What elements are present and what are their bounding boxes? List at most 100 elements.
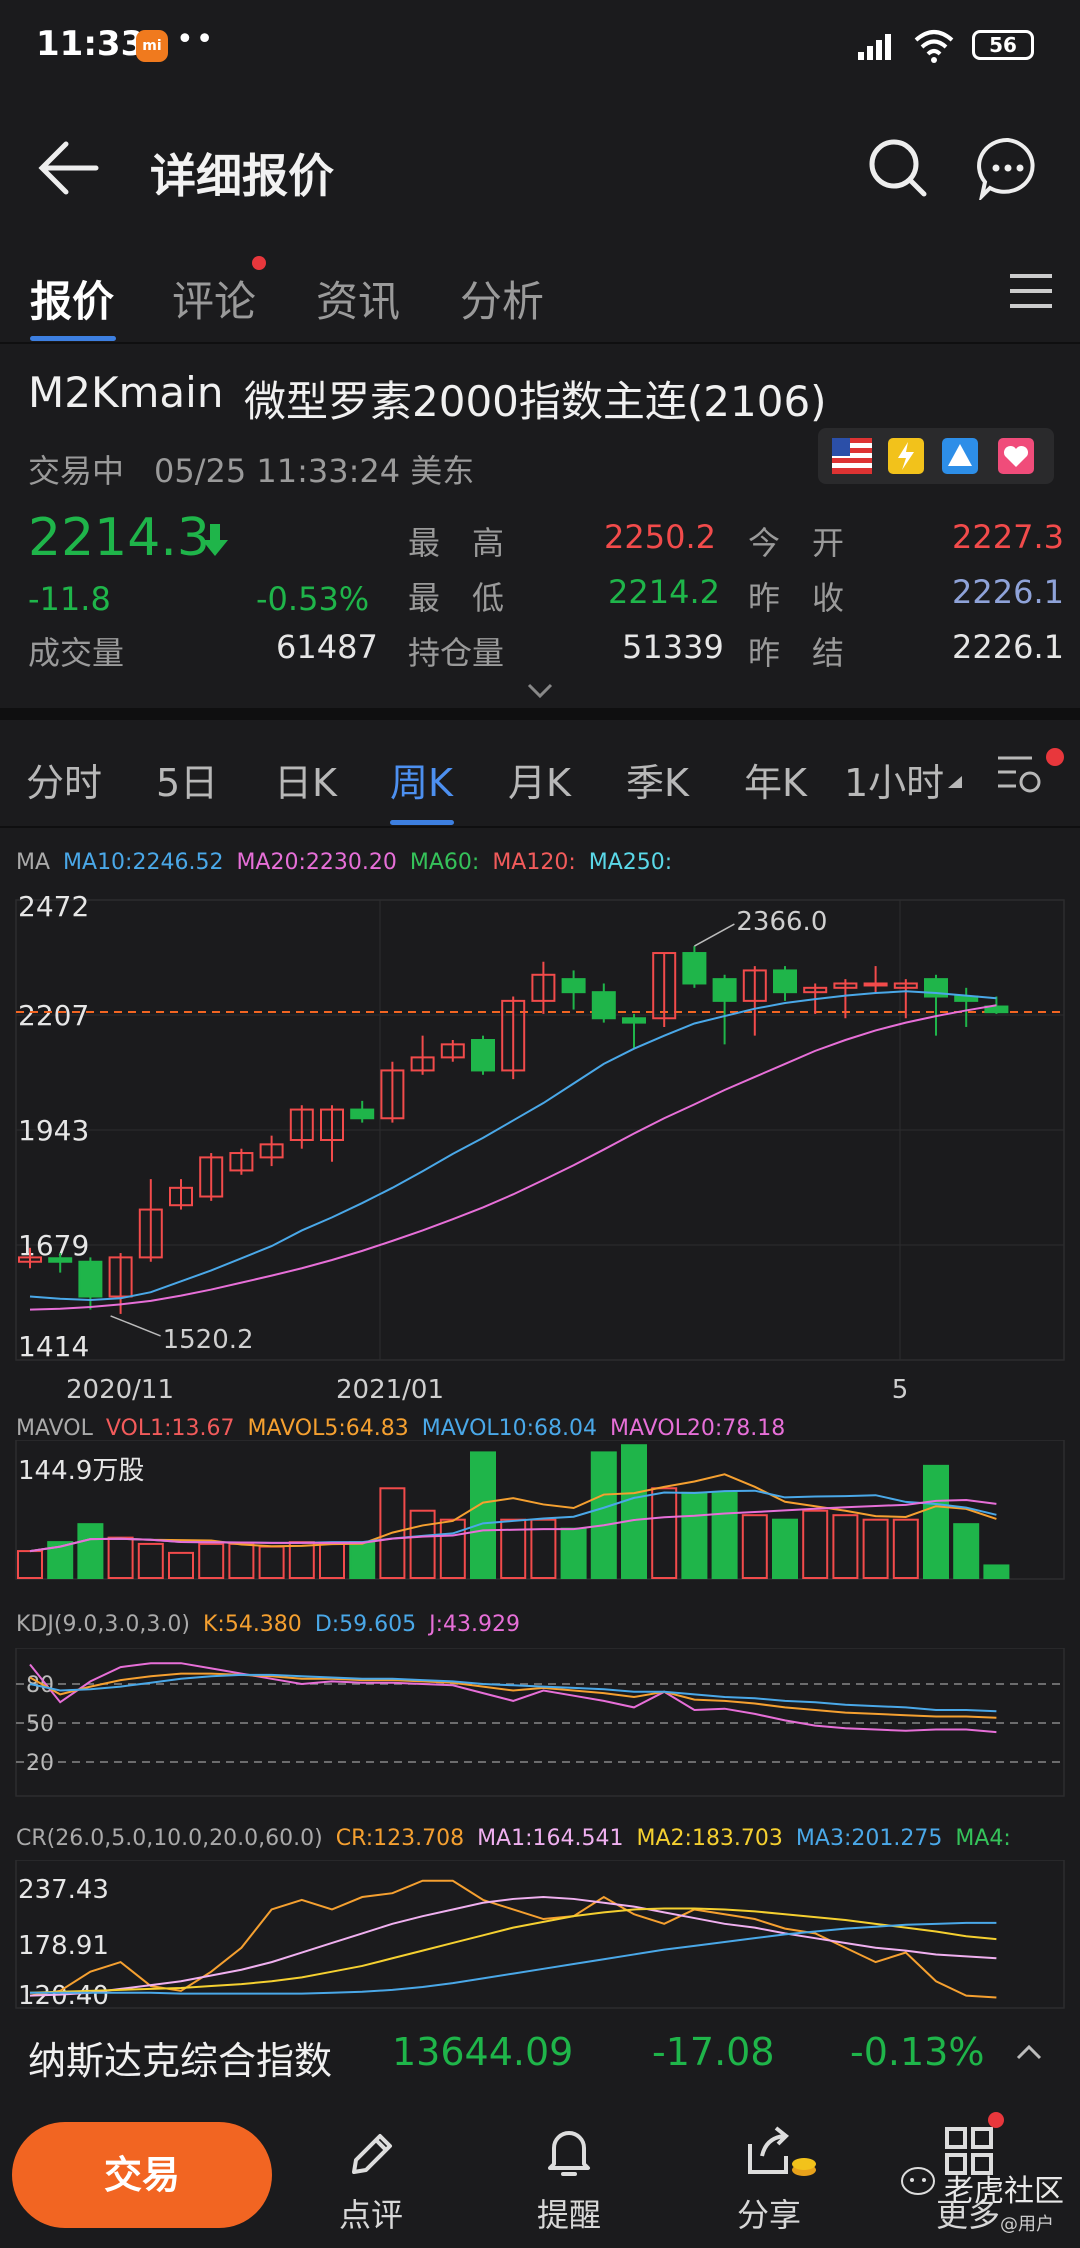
nav-share[interactable]: 分享 xyxy=(736,2196,801,2234)
volume-bar xyxy=(530,1518,557,1579)
notification-dots-icon: •• xyxy=(176,22,216,57)
tf-quarterly[interactable]: 季K xyxy=(626,761,689,805)
volume-bar xyxy=(711,1491,738,1579)
share-icon[interactable] xyxy=(744,2124,818,2184)
kdj-frame xyxy=(15,1648,1065,1797)
x-tick-label: 5 xyxy=(892,1375,909,1405)
favorite-heart-icon[interactable] xyxy=(998,438,1034,474)
chevron-up-icon[interactable] xyxy=(1016,2044,1042,2060)
candle-body xyxy=(138,1208,163,1259)
tab-comments[interactable]: 评论 xyxy=(172,277,257,326)
volume-bar xyxy=(288,1541,315,1579)
tab-analysis[interactable]: 分析 xyxy=(460,277,545,326)
volume-bar xyxy=(17,1550,43,1579)
vol-legend-prefix: MAVOL xyxy=(16,1416,93,1441)
tf-5day[interactable]: 5日 xyxy=(156,761,219,805)
ticker-pct: -0.13% xyxy=(850,2030,985,2074)
kdj-k-line xyxy=(29,1672,997,1719)
candle-body xyxy=(742,969,767,1002)
menu-icon[interactable] xyxy=(1010,272,1052,310)
expand-chevron-icon[interactable] xyxy=(526,682,554,700)
tab-quote[interactable]: 报价 xyxy=(30,277,115,326)
nav-more[interactable]: 更多 xyxy=(935,2196,1000,2234)
volume-bar xyxy=(107,1536,134,1579)
message-icon[interactable] xyxy=(976,136,1040,200)
badge-group xyxy=(818,428,1054,484)
instrument-code: M2Kmain xyxy=(28,368,224,417)
stat-prevsettle-value: 2226.1 xyxy=(952,628,1064,666)
divider xyxy=(0,826,1080,828)
cr-ma2-value: MA2:183.703 xyxy=(636,1826,783,1851)
candle-body xyxy=(652,952,677,1020)
candle-body xyxy=(78,1260,103,1298)
cr-ma4-value: MA4: xyxy=(955,1826,1011,1851)
grid-more-icon[interactable] xyxy=(944,2126,994,2176)
stat-low-value: 2214.2 xyxy=(608,573,720,611)
volume-bar xyxy=(983,1564,1010,1579)
volume-bar xyxy=(590,1451,617,1580)
cr-tick-label: 237.43 xyxy=(18,1875,109,1905)
kdj-j-line xyxy=(29,1662,997,1734)
tf-hourly[interactable]: 1小时 xyxy=(844,761,945,805)
chart-settings-icon[interactable] xyxy=(996,752,1044,796)
volume-bar xyxy=(470,1451,496,1580)
volume-bar xyxy=(439,1518,466,1579)
volume-value: 61487 xyxy=(276,628,378,666)
back-arrow-icon[interactable] xyxy=(36,138,102,198)
pencil-icon[interactable] xyxy=(346,2128,396,2180)
candle-body xyxy=(410,1056,435,1072)
tab-news[interactable]: 资讯 xyxy=(316,277,401,326)
stat-oi-label: 持仓量 xyxy=(408,634,505,672)
instrument-name: 微型罗素2000指数主连(2106) xyxy=(244,377,827,426)
volume-chart[interactable] xyxy=(0,1440,1080,1580)
mavol20-line xyxy=(29,1499,997,1553)
volume-bar xyxy=(409,1509,436,1579)
volume-bar xyxy=(862,1518,889,1579)
more-badge xyxy=(988,2112,1004,2128)
tf-weekly[interactable]: 周K xyxy=(390,761,453,805)
volume-bar xyxy=(379,1487,406,1580)
down-arrow-icon xyxy=(202,524,228,556)
volume-bar xyxy=(621,1444,647,1580)
volume-bar xyxy=(802,1509,829,1579)
tf-intraday[interactable]: 分时 xyxy=(26,761,103,805)
tf-yearly[interactable]: 年K xyxy=(744,761,807,805)
volume-bar xyxy=(953,1523,980,1579)
candle-body xyxy=(682,952,707,985)
candle-body xyxy=(803,986,828,994)
nav-comment[interactable]: 点评 xyxy=(338,2196,403,2234)
stat-open-value: 2227.3 xyxy=(952,518,1064,556)
volume-bar xyxy=(137,1542,164,1579)
bell-icon[interactable] xyxy=(544,2124,594,2180)
watermark-logo-icon xyxy=(901,2167,935,2195)
candle-body xyxy=(199,1156,224,1198)
candle-body xyxy=(833,982,858,989)
us-flag-icon xyxy=(832,438,872,474)
tf-daily[interactable]: 日K xyxy=(274,761,337,805)
cr-ma1-line xyxy=(29,1896,997,1997)
status-bar: 11:33 mi •• 56 xyxy=(0,0,1080,95)
vol-top-value: 144.9万股 xyxy=(18,1456,145,1486)
candle-body xyxy=(259,1143,284,1159)
search-icon[interactable] xyxy=(866,136,930,200)
candle-body xyxy=(591,991,616,1020)
trade-button[interactable]: 交易 xyxy=(12,2122,272,2228)
cr-tick-label: 178.91 xyxy=(18,1931,109,1961)
dropdown-caret-icon xyxy=(948,776,962,788)
kdj-legend: KDJ(9.0,3.0,3.0) K:54.380 D:59.605 J:43.… xyxy=(16,1612,520,1637)
tf-monthly[interactable]: 月K xyxy=(508,761,571,805)
y-tick-label: 1414 xyxy=(18,1330,89,1363)
candle-body xyxy=(501,999,526,1072)
settings-badge xyxy=(1046,748,1064,766)
ticker-change: -17.08 xyxy=(652,2030,775,2074)
candle-body xyxy=(440,1043,465,1059)
mavol20-value: MAVOL20:78.18 xyxy=(610,1416,786,1441)
nav-alert[interactable]: 提醒 xyxy=(536,2196,601,2234)
volume-bar xyxy=(892,1518,919,1579)
ma250-value: MA250: xyxy=(588,850,673,875)
candle-body xyxy=(773,969,797,994)
index-ticker[interactable]: 纳斯达克综合指数 13644.09 -17.08 -0.13% xyxy=(0,2012,1080,2098)
